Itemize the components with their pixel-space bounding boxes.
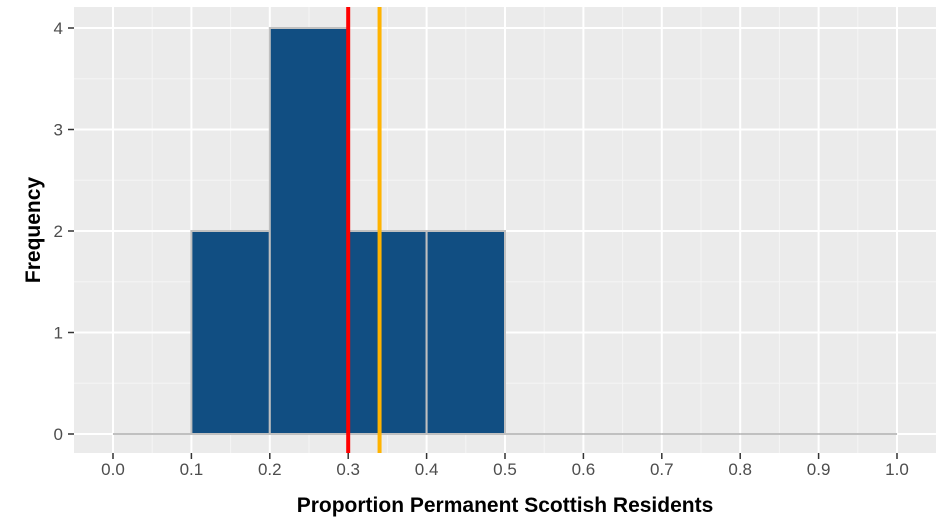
x-tick-label: 0.8 bbox=[728, 460, 752, 479]
x-tick-label: 0.5 bbox=[493, 460, 517, 479]
x-tick-label: 0.6 bbox=[572, 460, 596, 479]
histogram-bar bbox=[190, 230, 271, 435]
x-tick-label: 0.4 bbox=[415, 460, 439, 479]
y-tick-label: 3 bbox=[54, 121, 63, 140]
x-axis-title: Proportion Permanent Scottish Residents bbox=[297, 494, 714, 517]
histogram-bar bbox=[268, 27, 350, 435]
y-tick-label: 1 bbox=[54, 324, 63, 343]
histogram-bar bbox=[347, 230, 428, 435]
histogram-bar bbox=[425, 230, 507, 435]
x-tick-label: 0.1 bbox=[180, 460, 204, 479]
x-tick-label: 0.2 bbox=[258, 460, 282, 479]
y-axis-title: Frequency bbox=[22, 177, 45, 284]
x-tick-label: 0.0 bbox=[101, 460, 125, 479]
x-axis: 0.0 0.1 0.2 0.3 0.4 0.5 0.6 0.7 0.8 0.9 1.0 bbox=[101, 453, 909, 479]
histogram-bars bbox=[113, 27, 897, 435]
y-tick-label: 0 bbox=[54, 425, 63, 444]
y-tick-label: 2 bbox=[54, 222, 63, 241]
x-tick-label: 0.9 bbox=[807, 460, 831, 479]
reference-lines bbox=[346, 7, 382, 453]
x-tick-label: 0.7 bbox=[650, 460, 674, 479]
x-tick-label: 0.3 bbox=[336, 460, 360, 479]
y-tick-label: 4 bbox=[54, 19, 63, 38]
y-axis: 0 1 2 3 4 bbox=[54, 19, 74, 444]
x-tick-label: 1.0 bbox=[885, 460, 909, 479]
